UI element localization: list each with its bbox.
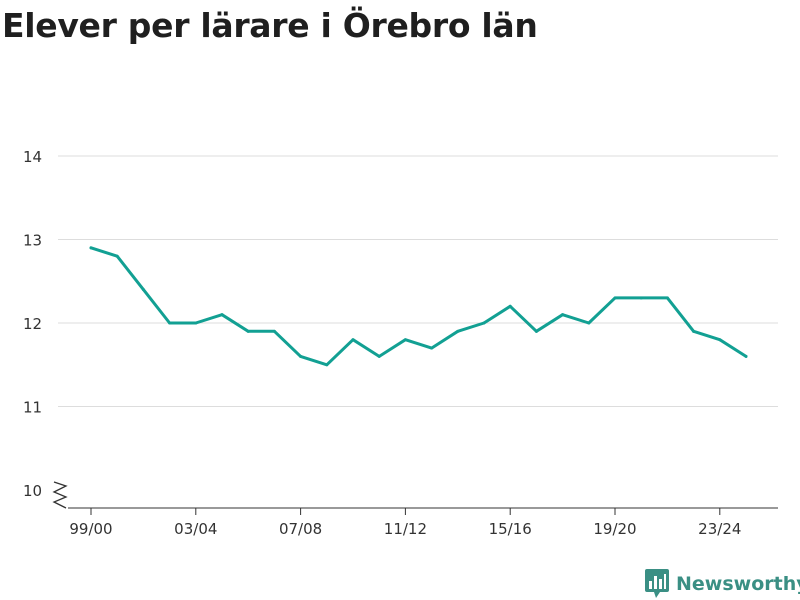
- data-point: [534, 329, 538, 333]
- data-point: [430, 346, 434, 350]
- x-tick-label: 23/24: [698, 520, 741, 538]
- data-point: [351, 338, 355, 342]
- data-point: [744, 354, 748, 358]
- y-axis-ticks: 10 11 12 13 14: [23, 148, 42, 500]
- axis-break-icon: [52, 481, 68, 509]
- series-line: [89, 246, 748, 367]
- gridlines: [58, 155, 778, 407]
- data-point: [272, 329, 276, 333]
- y-tick-label: 10: [23, 482, 42, 500]
- y-tick-label: 11: [23, 399, 42, 417]
- x-axis-ticks: 99/00 03/04 07/08 11/12 15/16 19/20 23/24: [69, 508, 741, 538]
- x-tick-label: 07/08: [279, 520, 322, 538]
- data-point: [456, 329, 460, 333]
- data-point: [115, 254, 119, 258]
- x-tick-label: 15/16: [489, 520, 532, 538]
- x-tick-label: 11/12: [384, 520, 427, 538]
- data-points: [89, 246, 748, 367]
- chart-title: Elever per lärare i Örebro län: [2, 6, 538, 45]
- data-point: [482, 321, 486, 325]
- y-tick-label: 14: [23, 148, 42, 166]
- data-point: [613, 296, 617, 300]
- data-point: [299, 354, 303, 358]
- data-point: [220, 313, 224, 317]
- data-point: [168, 321, 172, 325]
- x-tick-label: 03/04: [174, 520, 217, 538]
- data-point: [141, 288, 145, 292]
- x-tick-label: 19/20: [593, 520, 636, 538]
- newsworthy-brand: Newsworthy: [644, 568, 800, 600]
- data-point: [89, 246, 93, 250]
- data-point: [692, 329, 696, 333]
- data-point: [403, 338, 407, 342]
- y-tick-label: 12: [23, 315, 42, 333]
- data-point: [718, 338, 722, 342]
- data-point: [508, 304, 512, 308]
- x-tick-label: 99/00: [69, 520, 112, 538]
- data-point: [561, 313, 565, 317]
- data-point: [325, 363, 329, 367]
- newsworthy-logo-icon: [645, 569, 669, 598]
- y-tick-label: 13: [23, 232, 42, 250]
- data-point: [665, 296, 669, 300]
- brand-name: Newsworthy: [676, 573, 800, 595]
- data-point: [377, 354, 381, 358]
- data-point: [587, 321, 591, 325]
- data-point: [639, 296, 643, 300]
- data-point: [194, 321, 198, 325]
- data-point: [246, 329, 250, 333]
